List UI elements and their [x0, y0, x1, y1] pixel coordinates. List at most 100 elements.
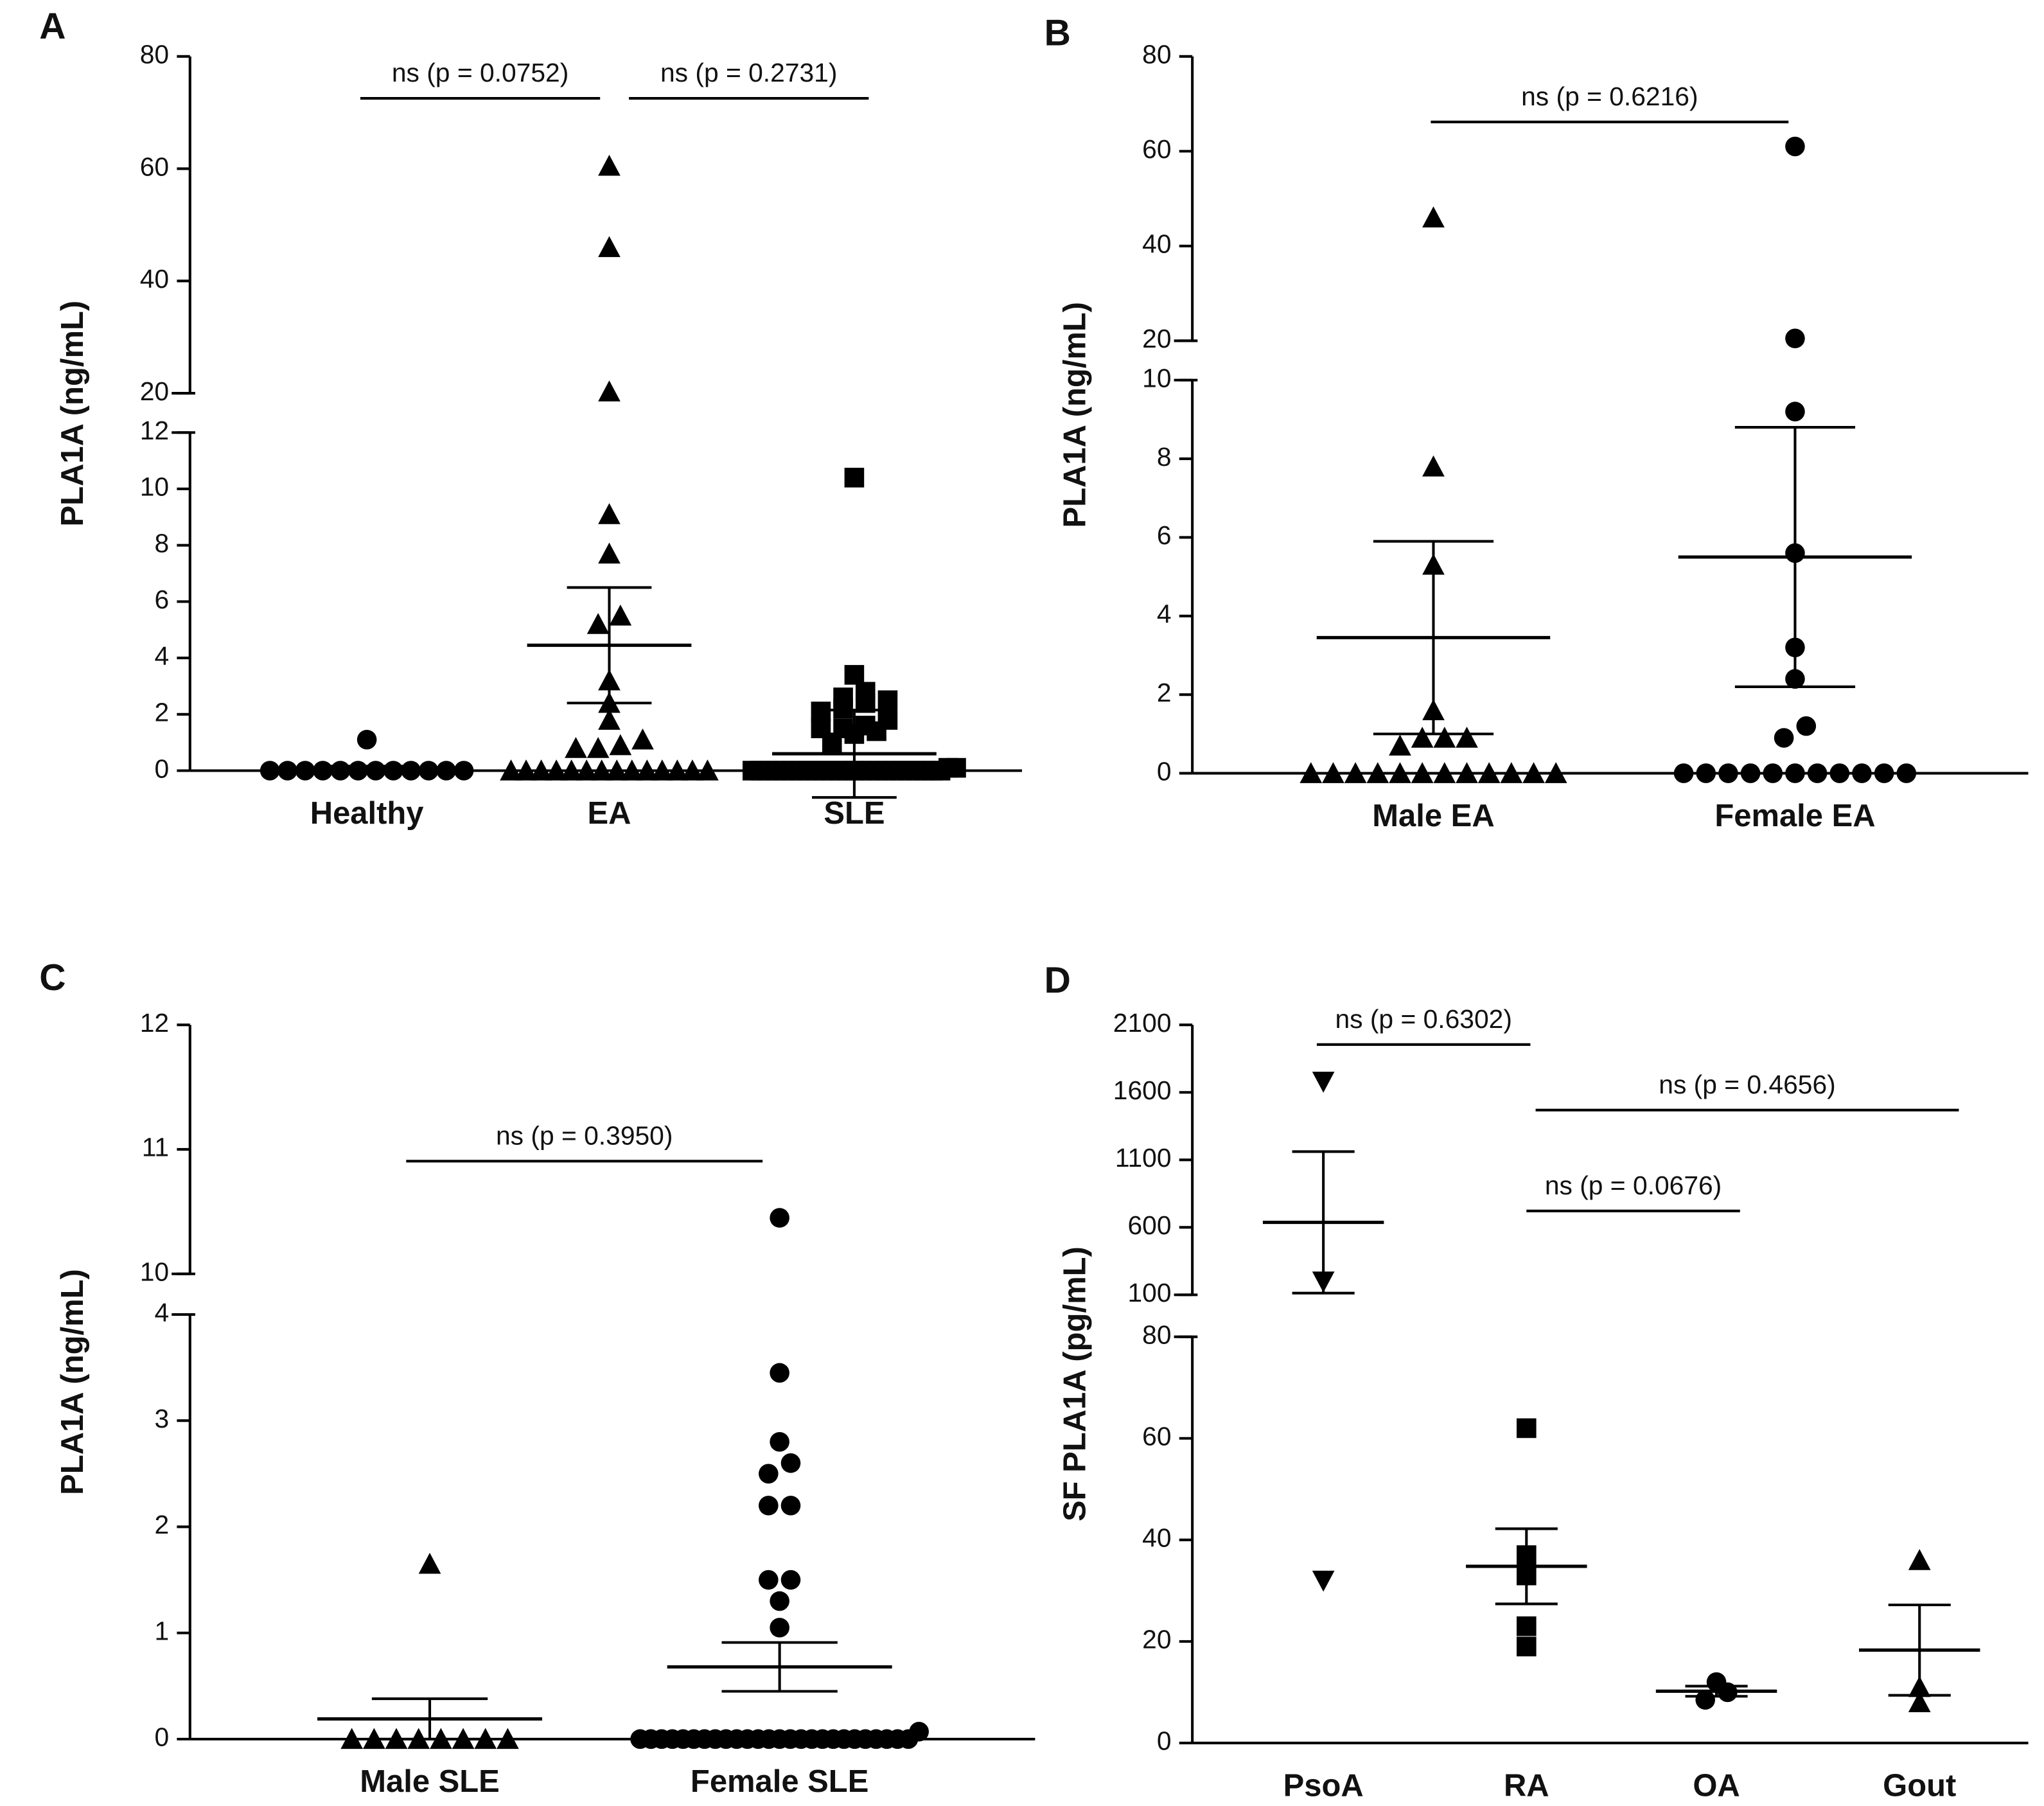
- y-tick-label: 2: [154, 698, 169, 727]
- point: [759, 1496, 779, 1516]
- point: [605, 759, 628, 781]
- point: [497, 1728, 519, 1749]
- y-tick-label: 20: [1142, 324, 1171, 353]
- y-tick-label: 1100: [1115, 1143, 1172, 1173]
- point: [1908, 1691, 1931, 1713]
- y-tick-label: 40: [1142, 1523, 1171, 1553]
- point: [1522, 762, 1545, 783]
- significance-label: ns (p = 0.0752): [392, 58, 568, 87]
- point: [515, 759, 538, 781]
- y-tick-label: 10: [140, 472, 169, 502]
- y-tick-label: 20: [1142, 1625, 1171, 1654]
- point: [759, 1570, 779, 1590]
- y-tick-label: 40: [1142, 229, 1171, 259]
- significance-label: ns (p = 0.4656): [1659, 1070, 1835, 1099]
- point: [1718, 763, 1738, 783]
- point: [681, 759, 704, 781]
- x-tick-label: SLE: [824, 796, 885, 831]
- point: [1695, 1690, 1716, 1710]
- panel-label: C: [39, 957, 66, 998]
- point: [1422, 455, 1445, 477]
- y-tick-label: 0: [154, 1722, 169, 1752]
- point: [598, 709, 621, 730]
- y-tick-label: 6: [154, 585, 169, 614]
- y-axis-label: PLA1A (ng/mL): [55, 1269, 90, 1495]
- y-tick-label: 600: [1127, 1210, 1171, 1240]
- point: [1433, 762, 1456, 783]
- point: [598, 380, 621, 402]
- y-axis-label: PLA1A (ng/mL): [1058, 302, 1093, 528]
- y-tick-label: 60: [1142, 1422, 1171, 1451]
- point: [1696, 763, 1716, 783]
- point: [1312, 1570, 1335, 1592]
- point: [780, 1453, 801, 1473]
- y-tick-label: 12: [140, 416, 169, 445]
- x-tick-label: EA: [587, 796, 631, 831]
- point: [833, 687, 853, 707]
- x-tick-label: Gout: [1883, 1768, 1956, 1803]
- point: [1422, 206, 1445, 227]
- point: [418, 761, 439, 781]
- point: [590, 759, 613, 781]
- y-tick-label: 20: [140, 376, 169, 406]
- point: [598, 154, 621, 176]
- y-tick-label: 60: [1142, 134, 1171, 164]
- y-tick-label: 1600: [1113, 1076, 1172, 1105]
- panel-label: D: [1044, 960, 1071, 1001]
- point: [855, 716, 876, 736]
- point: [770, 1618, 789, 1638]
- point: [1500, 762, 1523, 783]
- point: [844, 665, 865, 685]
- point: [855, 682, 876, 702]
- point: [635, 759, 658, 781]
- point: [1411, 762, 1434, 783]
- significance-label: ns (p = 0.3950): [496, 1120, 673, 1150]
- point: [877, 710, 898, 730]
- y-tick-label: 8: [1157, 442, 1172, 472]
- point: [1785, 328, 1805, 349]
- x-tick-label: Female EA: [1714, 799, 1875, 833]
- y-axis-label: PLA1A (ng/mL): [55, 301, 90, 527]
- point: [1389, 734, 1411, 756]
- point: [770, 1431, 789, 1452]
- point: [666, 759, 689, 781]
- panel-label: B: [1044, 12, 1071, 53]
- y-tick-label: 80: [1142, 40, 1171, 69]
- x-tick-label: Female SLE: [691, 1764, 868, 1799]
- point: [565, 737, 587, 758]
- y-tick-label: 10: [140, 1257, 169, 1287]
- point: [418, 1552, 441, 1574]
- point: [295, 761, 315, 781]
- y-tick-label: 0: [154, 754, 169, 783]
- point: [1312, 1072, 1335, 1093]
- point: [1456, 762, 1478, 783]
- point: [609, 734, 632, 756]
- point: [560, 759, 583, 781]
- point: [780, 1496, 801, 1516]
- point: [770, 1363, 789, 1383]
- point: [631, 728, 654, 750]
- point: [946, 757, 966, 778]
- point: [598, 236, 621, 258]
- point: [811, 718, 831, 739]
- point: [651, 759, 674, 781]
- point: [1322, 762, 1344, 783]
- y-tick-label: 3: [154, 1404, 169, 1433]
- x-tick-label: PsoA: [1283, 1768, 1364, 1803]
- point: [696, 759, 719, 781]
- significance-label: ns (p = 0.6302): [1335, 1004, 1511, 1034]
- x-tick-label: Male SLE: [360, 1764, 500, 1799]
- point: [621, 759, 644, 781]
- point: [1763, 763, 1783, 783]
- x-tick-label: Male EA: [1372, 799, 1494, 833]
- point: [1366, 762, 1389, 783]
- point: [586, 613, 610, 634]
- point: [1785, 763, 1805, 783]
- point: [1517, 1616, 1537, 1636]
- x-tick-label: RA: [1504, 1768, 1549, 1803]
- point: [1411, 727, 1434, 748]
- point: [1433, 727, 1456, 748]
- y-tick-label: 8: [154, 528, 169, 558]
- y-tick-label: 2: [1157, 678, 1172, 707]
